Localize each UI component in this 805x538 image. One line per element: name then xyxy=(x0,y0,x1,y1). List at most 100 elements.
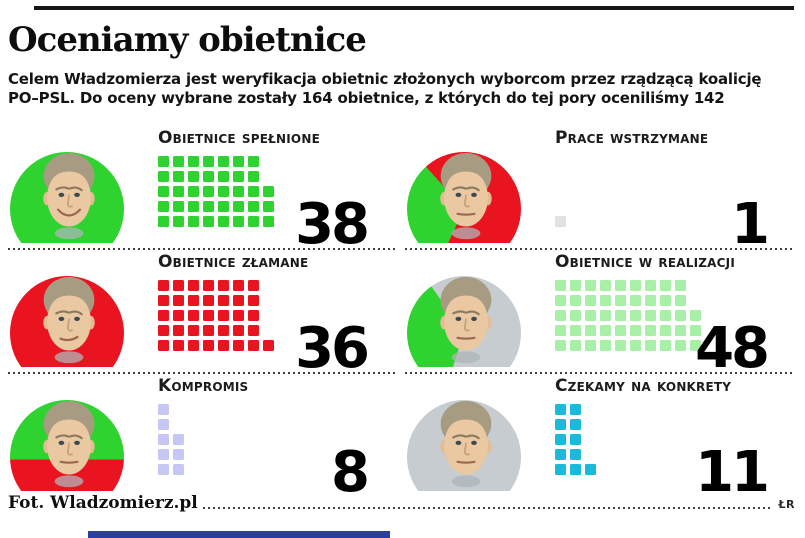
left-eye xyxy=(58,440,65,445)
category-label: Prace wstrzymane xyxy=(555,128,709,148)
waffle-square xyxy=(675,325,686,336)
right-eyebrow xyxy=(465,434,480,440)
waffle-square xyxy=(585,310,596,321)
waffle-square xyxy=(173,404,184,415)
waffle-column xyxy=(188,156,199,227)
waffle-square xyxy=(600,340,611,351)
waffle-column xyxy=(555,404,566,475)
waffle-square xyxy=(188,325,199,336)
waffle-square xyxy=(188,340,199,351)
waffle-chart xyxy=(158,156,274,227)
waffle-square xyxy=(555,434,566,445)
waffle-square xyxy=(555,449,566,460)
nose xyxy=(66,194,73,208)
waffle-square xyxy=(188,171,199,182)
waffle-column xyxy=(173,156,184,227)
waffle-square xyxy=(555,464,566,475)
waffle-square xyxy=(630,280,641,291)
tusk-face-illustration xyxy=(43,277,95,364)
left-eye xyxy=(58,316,65,321)
right-eye xyxy=(471,316,477,321)
left-eyebrow xyxy=(55,310,70,315)
hair-fringe xyxy=(444,411,488,438)
waffle-column xyxy=(158,156,169,227)
waffle-square xyxy=(173,171,184,182)
waffle-chart xyxy=(555,404,596,475)
waffle-column xyxy=(248,280,259,351)
right-eyebrow xyxy=(68,434,83,440)
waffle-square xyxy=(600,280,611,291)
tusk-portrait xyxy=(10,152,128,243)
waffle-square xyxy=(248,325,259,336)
waffle-column xyxy=(660,280,671,351)
tusk-face-illustration xyxy=(440,277,492,364)
waffle-square xyxy=(263,216,274,227)
tusk-portrait xyxy=(407,400,525,491)
waffle-square xyxy=(173,295,184,306)
hair-fringe xyxy=(47,287,91,314)
right-eyebrow xyxy=(68,310,83,316)
waffle-square xyxy=(158,419,169,430)
left-eyebrow xyxy=(55,434,70,439)
waffle-square xyxy=(218,156,229,167)
category-count: 38 xyxy=(295,192,370,258)
promise-category-card: Obietnice spełnione 38 xyxy=(8,126,397,258)
waffle-square xyxy=(158,464,169,475)
waffle-chart xyxy=(555,280,701,351)
waffle-column xyxy=(173,404,184,475)
waffle-square xyxy=(675,295,686,306)
waffle-square xyxy=(263,156,274,167)
waffle-square xyxy=(675,280,686,291)
bottom-blue-bar xyxy=(88,531,390,538)
waffle-square xyxy=(233,280,244,291)
waffle-square xyxy=(173,201,184,212)
waffle-square xyxy=(173,216,184,227)
waffle-square xyxy=(218,295,229,306)
promise-category-card: Obietnice w realizacji 48 xyxy=(405,250,797,377)
waffle-square xyxy=(585,419,596,430)
waffle-square xyxy=(188,186,199,197)
right-eyebrow xyxy=(68,186,83,192)
row-divider xyxy=(405,248,795,250)
waffle-square xyxy=(188,216,199,227)
chin-shadow xyxy=(451,351,481,364)
photo-credit: Fot. Wladzomierz.pl xyxy=(8,493,198,513)
waffle-square xyxy=(263,340,274,351)
category-count: 11 xyxy=(695,440,770,506)
mouth xyxy=(56,208,82,217)
waffle-square xyxy=(158,449,169,460)
waffle-square xyxy=(630,340,641,351)
waffle-square xyxy=(218,340,229,351)
waffle-square xyxy=(173,310,184,321)
category-label: Obietnice spełnione xyxy=(158,128,320,148)
waffle-square xyxy=(555,156,566,167)
right-eye xyxy=(74,192,80,197)
promise-category-card: Obietnice złamane 36 xyxy=(8,250,397,377)
waffle-square xyxy=(585,449,596,460)
waffle-square xyxy=(585,434,596,445)
left-eyebrow xyxy=(452,186,467,191)
waffle-column xyxy=(690,280,701,351)
chin-shadow xyxy=(54,227,84,240)
waffle-square xyxy=(158,310,169,321)
waffle-square xyxy=(248,340,259,351)
row-divider xyxy=(8,372,395,374)
waffle-column xyxy=(630,280,641,351)
waffle-square xyxy=(600,325,611,336)
waffle-square xyxy=(585,280,596,291)
row-divider xyxy=(8,248,395,250)
waffle-square xyxy=(158,434,169,445)
right-eye xyxy=(471,440,477,445)
chin-shadow xyxy=(54,351,84,364)
waffle-square xyxy=(600,295,611,306)
promise-category-card: Czekamy na konkrety 11 xyxy=(405,374,797,506)
category-count: 8 xyxy=(331,440,370,506)
category-label: Obietnice złamane xyxy=(158,252,309,272)
waffle-column xyxy=(263,280,274,351)
waffle-square xyxy=(585,464,596,475)
right-eye xyxy=(74,440,80,445)
waffle-square xyxy=(203,201,214,212)
waffle-square xyxy=(248,295,259,306)
waffle-square xyxy=(660,295,671,306)
